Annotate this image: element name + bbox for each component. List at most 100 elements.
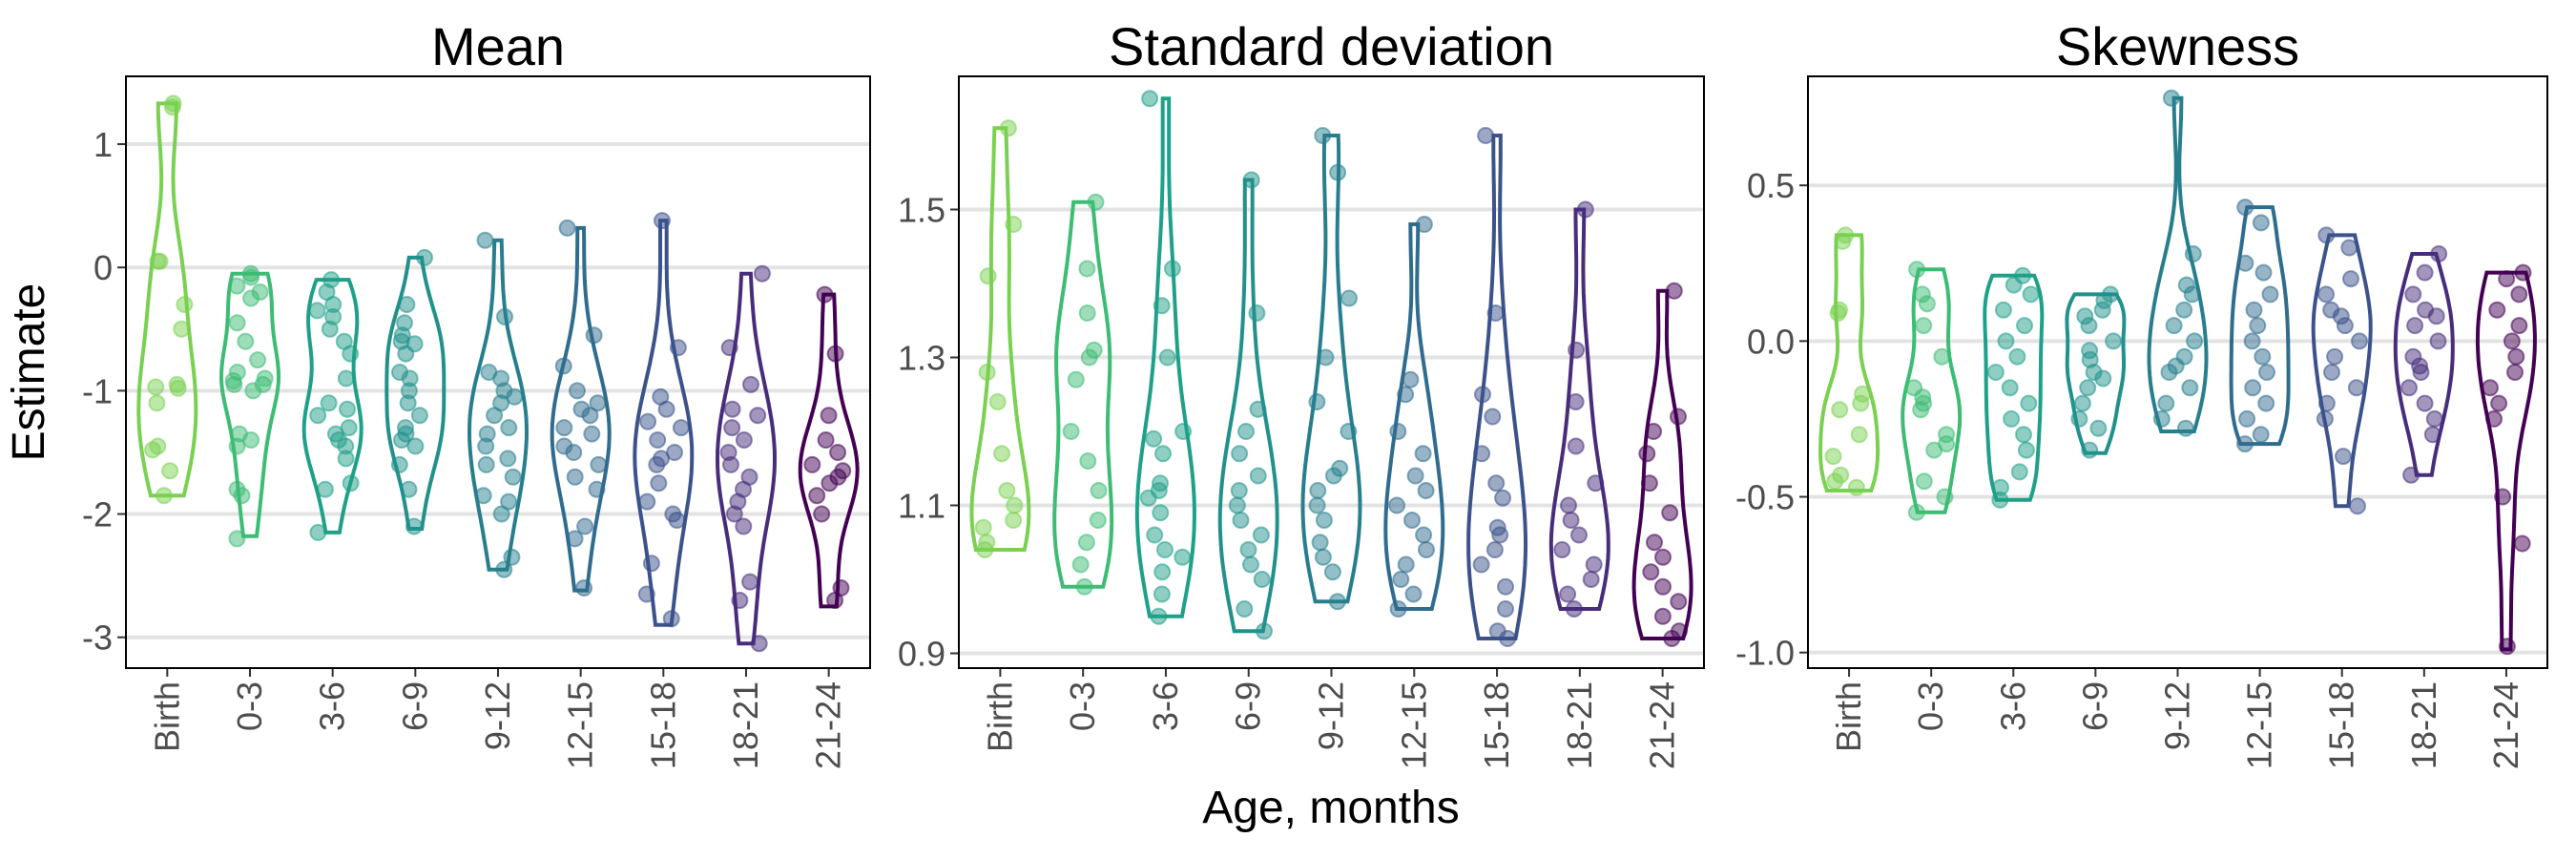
violin-21-24 [1631,288,1693,640]
data-point [1418,541,1435,558]
data-point [2175,301,2193,319]
data-point [406,437,425,455]
data-point [2412,364,2430,381]
data-point [2503,332,2521,350]
data-point [2336,317,2354,335]
data-point [1491,526,1509,544]
data-point [650,474,668,492]
data-point [1852,394,1870,412]
data-point [1139,489,1157,507]
data-point [398,296,416,313]
data-point [1174,423,1193,440]
data-point [2317,285,2336,304]
data-point [657,400,675,418]
violin-9-12 [2147,95,2209,433]
data-point [1850,426,1868,444]
data-point [808,487,826,505]
data-point [555,419,573,437]
data-point [400,480,418,498]
data-point [342,474,360,492]
data-point [228,530,246,548]
facet-title: Standard deviation [1109,16,1554,76]
data-point [1406,467,1424,485]
data-point [2010,463,2028,481]
data-point [2183,285,2201,304]
data-point [242,268,260,286]
x-tick-label: 21-24 [1643,681,1682,769]
data-point [2402,466,2420,484]
data-point [638,492,656,511]
data-point [669,339,687,357]
data-point [662,610,680,628]
data-point [176,296,194,313]
data-point [581,407,599,425]
data-point [1232,512,1250,529]
data-point [1473,445,1491,463]
data-point [163,98,181,116]
data-point [2427,307,2445,325]
data-point [2429,332,2447,350]
y-tick-label: 0.0 [1747,322,1795,361]
data-point [1236,600,1254,618]
data-point [1067,370,1085,388]
data-point [2160,364,2178,381]
data-point [1915,472,1933,491]
data-point [2254,263,2273,282]
data-point [2005,276,2023,294]
data-point [1077,534,1095,552]
data-point [2513,534,2531,553]
y-tick-label: -1.0 [1735,634,1795,673]
data-point [2244,379,2262,397]
data-point [2245,301,2263,319]
data-point [1150,607,1168,625]
x-tick-label: 15-18 [2322,681,2361,769]
data-point [1153,297,1171,315]
data-point [2236,254,2254,272]
data-point [1317,348,1335,367]
data-point [813,505,831,523]
data-point [722,455,739,473]
panel-0: Mean 1 0 -1 -2 -3 Birth 0-3 3-6 6-9 9-12 12-15 15-18… [82,16,871,769]
data-point [2261,285,2279,304]
data-point [2249,317,2267,335]
data-point [826,345,844,363]
data-point [242,289,260,307]
x-tick-label: 21-24 [2486,681,2525,769]
x-tick-label: 0-3 [1063,681,1102,731]
panel-border [1807,75,2548,669]
data-point [1484,408,1502,426]
x-tick-label: 21-24 [809,681,848,769]
data-point [1314,548,1332,566]
data-point [1474,386,1491,404]
data-point [742,375,759,393]
data-point [1918,295,1936,313]
violin-15-18 [2311,233,2373,509]
data-point [1568,341,1586,359]
data-point [495,560,513,578]
data-point [1925,441,1943,459]
data-point [2510,317,2528,335]
data-point [1415,526,1433,544]
x-tick-label: 9-12 [478,681,517,750]
data-point [2316,409,2334,428]
data-point [308,302,326,320]
data-point [2400,379,2418,397]
data-point [648,455,666,473]
data-point [649,431,667,449]
data-point [741,573,759,591]
data-point [2498,270,2516,288]
data-point [1487,474,1506,492]
data-point [2001,379,2019,397]
data-point [399,394,417,412]
data-point [1249,467,1267,485]
data-point [1328,593,1346,611]
data-point [1397,555,1415,574]
data-point [474,487,492,505]
data-point [1991,491,2009,509]
data-point [2093,301,2111,319]
data-point [2254,347,2272,366]
data-point [566,530,584,548]
data-point [2488,301,2506,319]
data-point [1824,448,1842,466]
data-point [2335,448,2352,466]
